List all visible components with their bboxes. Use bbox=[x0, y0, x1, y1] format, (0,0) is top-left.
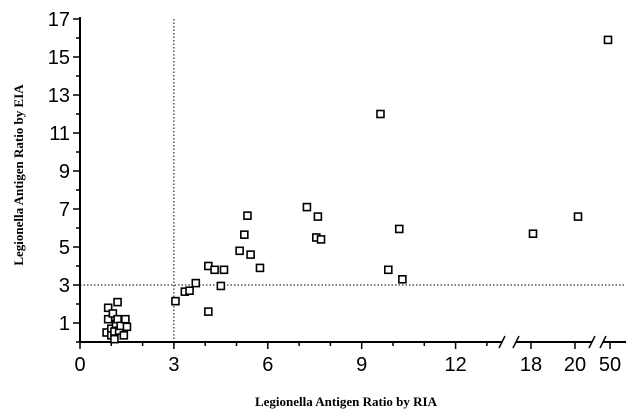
axis-break-mark bbox=[599, 335, 607, 349]
reference-lines bbox=[80, 19, 626, 342]
data-point bbox=[240, 230, 249, 239]
x-tick-label: 20 bbox=[564, 354, 586, 376]
data-point bbox=[243, 211, 252, 220]
y-tick-label: 11 bbox=[49, 123, 70, 145]
data-point bbox=[398, 274, 407, 284]
axis-break-mark bbox=[588, 335, 596, 349]
data-point bbox=[573, 212, 583, 221]
data-point bbox=[316, 235, 326, 244]
y-tick-label: 9 bbox=[59, 161, 70, 183]
data-point bbox=[204, 307, 213, 316]
y-tick-label: 13 bbox=[48, 85, 70, 107]
x-tick-label: 0 bbox=[74, 354, 85, 376]
data-point bbox=[394, 224, 404, 234]
data-point bbox=[108, 309, 118, 318]
y-tick-label: 5 bbox=[59, 237, 70, 259]
y-axis-title: Legionella Antigen Ratio by EIA bbox=[11, 84, 26, 266]
data-point bbox=[113, 297, 122, 307]
data-point bbox=[313, 212, 323, 221]
x-tick-label: 6 bbox=[262, 354, 273, 376]
data-point bbox=[255, 263, 265, 273]
y-tick-label: 17 bbox=[48, 9, 70, 31]
data-point bbox=[235, 246, 244, 256]
data-point bbox=[528, 229, 538, 238]
data-point bbox=[191, 278, 201, 288]
data-points bbox=[102, 35, 613, 344]
data-point bbox=[171, 296, 180, 306]
y-tick-label: 1 bbox=[59, 313, 70, 335]
axis-break-mark bbox=[512, 335, 520, 349]
data-point bbox=[210, 265, 219, 275]
y-tick-label: 15 bbox=[48, 47, 70, 69]
x-tick-label: 50 bbox=[599, 354, 621, 376]
x-axis-ticks: 0 3 6 9 12 18 20 50 bbox=[74, 342, 621, 376]
data-point bbox=[219, 265, 229, 275]
data-point bbox=[103, 314, 113, 324]
data-point bbox=[376, 109, 385, 119]
data-point bbox=[302, 202, 312, 212]
y-tick-label: 7 bbox=[59, 199, 70, 221]
data-point bbox=[110, 334, 119, 344]
x-tick-label: 18 bbox=[520, 354, 542, 376]
data-point bbox=[121, 314, 130, 324]
data-point bbox=[185, 286, 194, 296]
axes bbox=[79, 17, 626, 349]
x-axis-title: Legionella Antigen Ratio by RIA bbox=[255, 394, 438, 409]
axis-break-mark bbox=[498, 335, 506, 349]
x-tick-label: 9 bbox=[356, 354, 367, 376]
data-point bbox=[216, 281, 226, 291]
data-point bbox=[119, 331, 129, 340]
x-tick-label: 12 bbox=[444, 354, 466, 376]
data-point bbox=[103, 303, 113, 313]
data-point bbox=[603, 35, 613, 45]
data-point bbox=[122, 322, 132, 332]
data-point bbox=[246, 250, 255, 259]
data-point bbox=[384, 265, 393, 275]
y-tick-label: 3 bbox=[59, 275, 70, 297]
x-tick-label: 3 bbox=[168, 354, 179, 376]
